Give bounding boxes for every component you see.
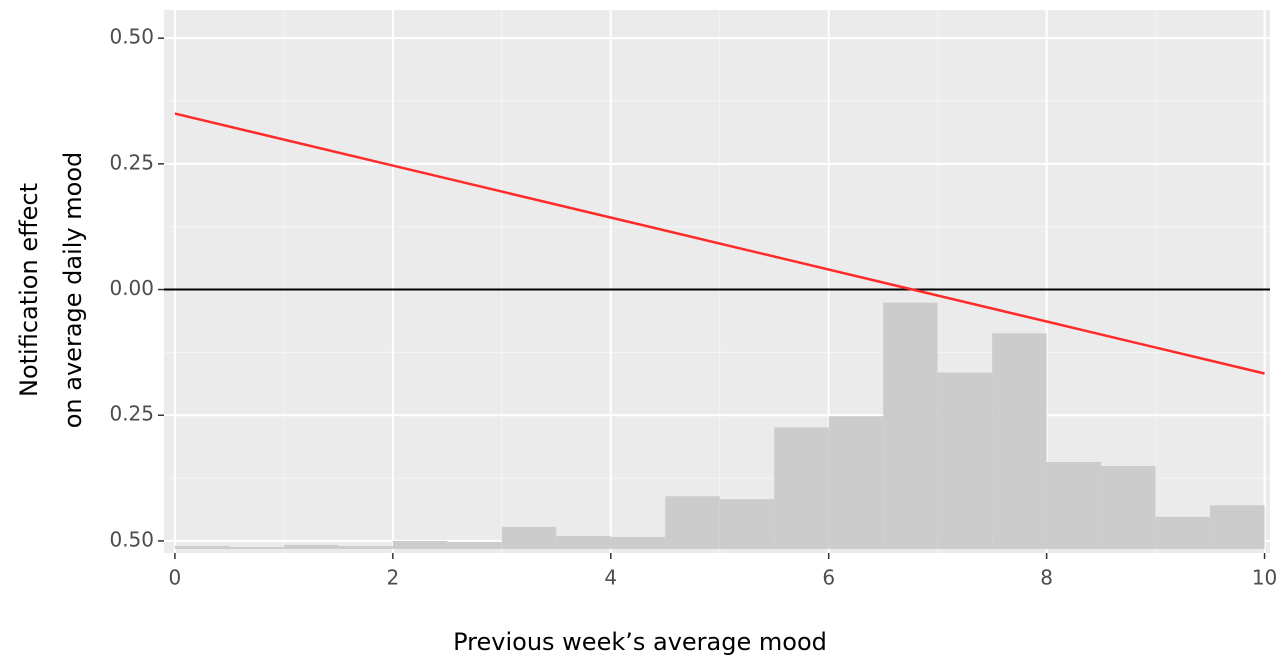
x-tick-label: 10 <box>1252 566 1277 590</box>
fit-line <box>174 112 1265 375</box>
y-tick-label: 0.25 <box>109 150 154 174</box>
histogram-bar <box>229 546 284 549</box>
x-tick-label: 6 <box>822 566 835 590</box>
histogram-bar <box>665 496 720 549</box>
x-axis-label: Previous week’s average mood <box>453 628 827 656</box>
histogram-bar <box>1210 505 1265 549</box>
x-tick-label: 8 <box>1040 566 1053 590</box>
y-tick-label: 0.00 <box>109 276 154 300</box>
histogram-bar <box>719 499 775 549</box>
histogram-bar <box>501 526 557 549</box>
histogram-bar <box>338 545 393 549</box>
x-tick-label: 2 <box>386 566 399 590</box>
histogram-bar <box>937 372 993 549</box>
y-axis-label: on average daily mood <box>59 152 87 429</box>
histogram-bar <box>610 536 666 549</box>
histogram-bar <box>992 333 1047 549</box>
histogram-bar <box>283 544 339 549</box>
x-tick-label: 0 <box>169 566 182 590</box>
histogram-bar <box>174 545 230 549</box>
histogram-bar <box>883 302 938 549</box>
histogram-bar <box>774 427 829 549</box>
y-tick-label: 0.25 <box>109 402 154 426</box>
histogram-bar <box>556 535 611 549</box>
y-tick-label: 0.50 <box>109 25 154 49</box>
histogram-bar <box>1046 461 1102 549</box>
histogram-bar <box>447 541 502 549</box>
histogram-bar <box>1155 516 1211 549</box>
y-tick-label: 0.50 <box>109 527 154 551</box>
histogram-bar <box>1101 466 1156 549</box>
y-axis-label: Notification effect <box>15 183 43 397</box>
histogram-bar <box>392 540 448 549</box>
x-tick-label: 4 <box>604 566 617 590</box>
histogram-bar <box>828 416 884 549</box>
